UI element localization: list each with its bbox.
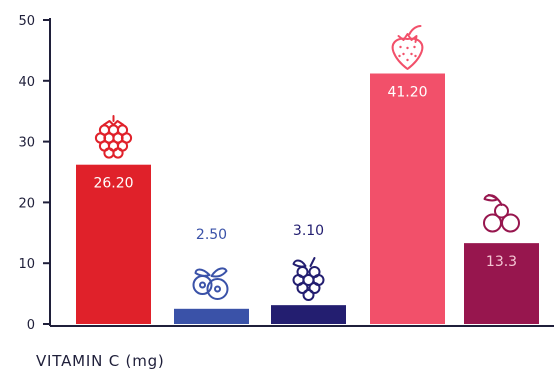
blueberry-icon <box>192 267 229 300</box>
bar-strawberry <box>370 73 445 324</box>
berry-icons <box>94 25 520 301</box>
data-label-strawberry: 41.20 <box>387 85 427 101</box>
y-tick-label: 40 <box>18 75 35 90</box>
data-labels: 26.20 2.50 3.10 41.20 13.3 <box>93 85 517 271</box>
cranberry-icon <box>483 194 520 233</box>
y-tick-label: 30 <box>18 136 35 151</box>
y-tick-label: 50 <box>18 14 35 29</box>
bar-blackberry <box>271 305 346 324</box>
data-label-raspberry: 26.20 <box>93 176 133 192</box>
raspberry-icon <box>94 115 133 159</box>
bar-cranberry <box>464 243 539 324</box>
blackberry-icon <box>292 257 325 301</box>
y-axis-ticks: 0 10 20 30 40 50 <box>18 14 50 333</box>
data-label-blackberry: 3.10 <box>293 223 324 239</box>
bars <box>76 73 539 324</box>
data-label-blueberry: 2.50 <box>196 227 227 243</box>
y-tick-label: 20 <box>18 196 35 211</box>
bar-blueberry <box>174 308 249 324</box>
y-tick-label: 10 <box>18 257 35 272</box>
y-axis-title: VITAMIN C (mg) <box>36 352 165 370</box>
strawberry-icon <box>391 25 424 70</box>
bar-raspberry <box>76 164 151 324</box>
data-label-cranberry: 13.3 <box>486 254 517 270</box>
y-tick-label: 0 <box>27 318 35 333</box>
